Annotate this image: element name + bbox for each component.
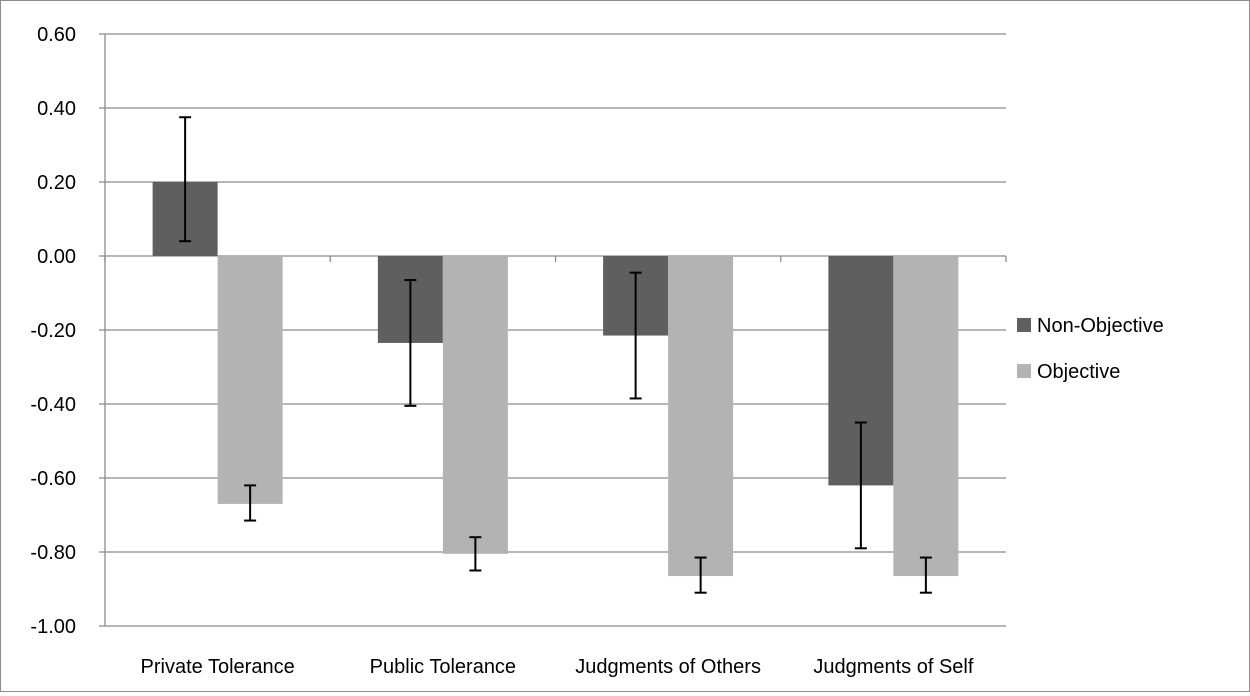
x-tick-label: Judgments of Others <box>575 656 761 678</box>
y-tick-label: 0.40 <box>37 98 76 120</box>
y-tick-label: -0.80 <box>30 542 76 564</box>
bar-objective <box>893 256 959 577</box>
error-bars <box>179 116 932 594</box>
y-tick-label: -1.00 <box>30 616 76 638</box>
y-tick-label: -0.60 <box>30 468 76 490</box>
y-tick-label: 0.20 <box>37 172 76 194</box>
x-tick-label: Private Tolerance <box>141 656 295 678</box>
x-tick-label: Judgments of Self <box>813 656 974 678</box>
axes: 0.60 0.40 0.20 0.00 -0.20 -0.40 -0.60 -0.80 -1.0… <box>30 24 1007 678</box>
y-tick-label: 0.00 <box>37 246 76 268</box>
bar-objective <box>217 256 283 504</box>
y-tick-label: 0.60 <box>37 24 76 46</box>
legend-label: Non-Objective <box>1037 315 1164 337</box>
bar-objective <box>668 256 734 577</box>
y-tick-label: -0.20 <box>30 320 76 342</box>
legend-swatch <box>1017 318 1031 332</box>
legend: Non-Objective Objective <box>1017 315 1164 383</box>
x-tick-label: Public Tolerance <box>370 656 516 678</box>
legend-label: Objective <box>1037 361 1120 383</box>
y-tick-label: -0.40 <box>30 394 76 416</box>
bar-objective <box>442 256 508 554</box>
legend-swatch <box>1017 364 1031 378</box>
bars <box>152 182 959 577</box>
